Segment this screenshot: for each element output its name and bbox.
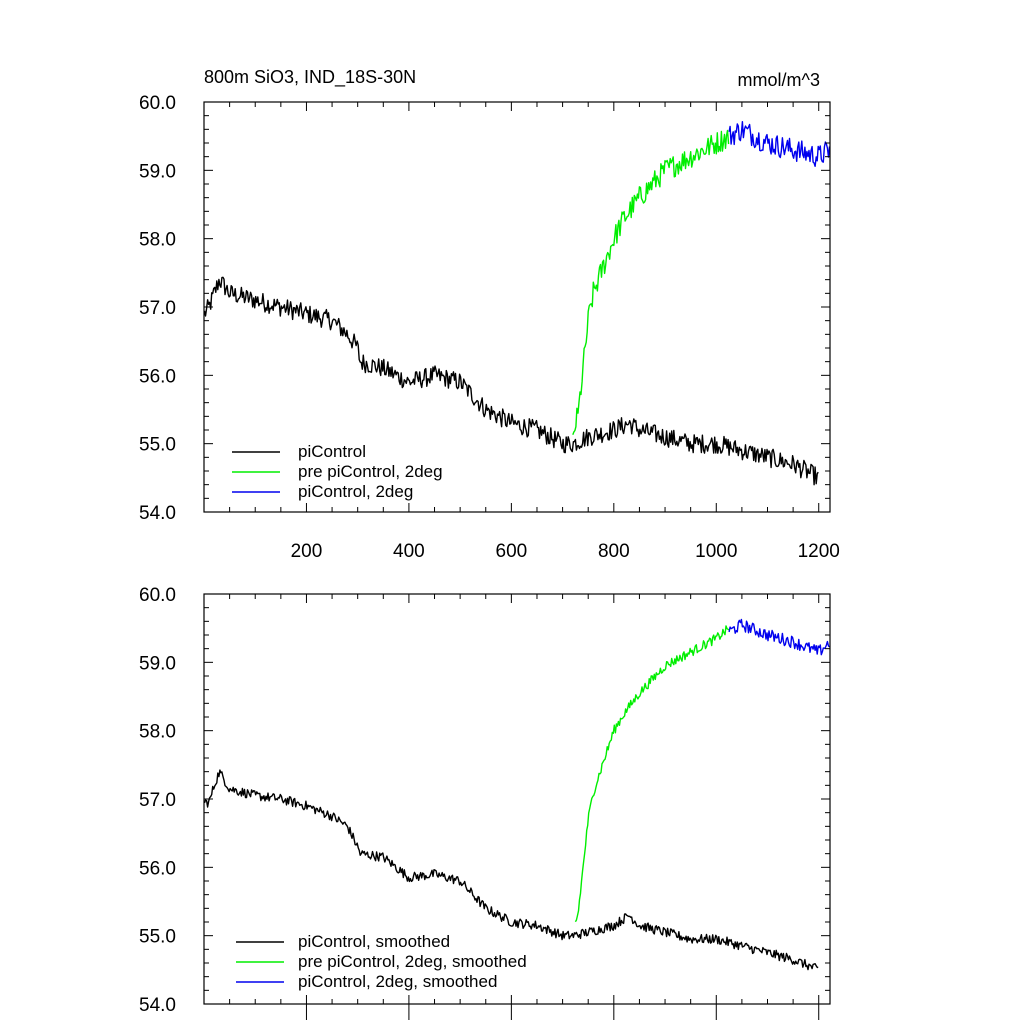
legend-label: piControl, smoothed (298, 932, 450, 951)
x-tick-label: 1200 (798, 541, 840, 562)
y-tick-label: 54.0 (139, 995, 176, 1016)
y-tick-label: 56.0 (139, 858, 176, 879)
y-tick-label: 54.0 (139, 503, 176, 524)
series-line-1 (203, 769, 819, 971)
plot-area (203, 618, 830, 971)
legend-label: piControl, 2deg, smoothed (298, 972, 497, 991)
y-tick-label: 59.0 (139, 653, 176, 674)
y-tick-label: 60.0 (139, 93, 176, 114)
units-label: mmol/m^3 (738, 70, 820, 90)
legend-label: piControl (298, 442, 366, 461)
y-tick-label: 58.0 (139, 230, 176, 251)
y-tick-label: 60.0 (139, 585, 176, 606)
x-tick-label: 800 (598, 541, 630, 562)
legend-label: pre piControl, 2deg (298, 462, 443, 481)
series-line-3 (728, 121, 831, 167)
y-tick-label: 59.0 (139, 161, 176, 182)
x-tick-label: 400 (393, 541, 425, 562)
legend-label: pre piControl, 2deg, smoothed (298, 952, 527, 971)
x-tick-label: 1000 (695, 541, 737, 562)
series-line-2 (574, 625, 730, 923)
y-tick-label: 58.0 (139, 722, 176, 743)
y-tick-label: 57.0 (139, 298, 176, 319)
y-tick-label: 55.0 (139, 435, 176, 456)
x-tick-label: 200 (291, 541, 323, 562)
x-tick-label: 600 (496, 541, 528, 562)
panel-bottom: 54.0 55.0 56.0 57.0 58.0 59.0 60.0 piControl, s… (139, 585, 831, 1020)
y-tick-label: 57.0 (139, 790, 176, 811)
chart-title: 800m SiO3, IND_18S-30N (204, 67, 416, 88)
series-line-1 (203, 276, 819, 486)
legend-label: piControl, 2deg (298, 482, 413, 501)
plot-area (203, 121, 831, 486)
series-line-2 (572, 129, 730, 436)
panel-top: 54.0 55.0 56.0 57.0 58.0 59.0 60.0 200 400 600 800… (139, 93, 840, 562)
y-tick-label: 55.0 (139, 927, 176, 948)
series-line-3 (728, 618, 830, 656)
y-tick-label: 56.0 (139, 366, 176, 387)
